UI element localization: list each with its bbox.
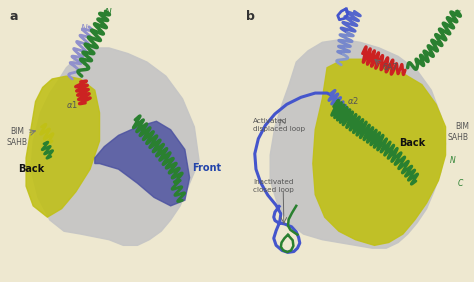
Text: N: N — [81, 24, 88, 33]
Polygon shape — [95, 121, 190, 206]
Polygon shape — [31, 48, 199, 245]
Text: Inactivated
closed loop: Inactivated closed loop — [253, 179, 294, 193]
Text: Front: Front — [191, 163, 221, 173]
Text: Back: Back — [18, 164, 44, 174]
Text: N: N — [454, 10, 461, 19]
Text: BIM
SAHB: BIM SAHB — [7, 127, 27, 147]
Text: Activated
displaced loop: Activated displaced loop — [253, 118, 305, 132]
Polygon shape — [313, 59, 446, 245]
Polygon shape — [26, 76, 100, 217]
Text: C: C — [457, 179, 463, 188]
Text: Back: Back — [399, 138, 426, 148]
Polygon shape — [270, 39, 446, 248]
Text: N: N — [104, 8, 111, 17]
Text: $\alpha$1: $\alpha$1 — [66, 99, 78, 111]
Text: $\alpha$2: $\alpha$2 — [346, 95, 359, 107]
Text: a: a — [9, 10, 18, 23]
Text: N: N — [450, 156, 456, 165]
Text: b: b — [246, 10, 255, 23]
Text: 6A7: 6A7 — [383, 63, 398, 72]
Text: BIM
SAHB: BIM SAHB — [448, 122, 469, 142]
